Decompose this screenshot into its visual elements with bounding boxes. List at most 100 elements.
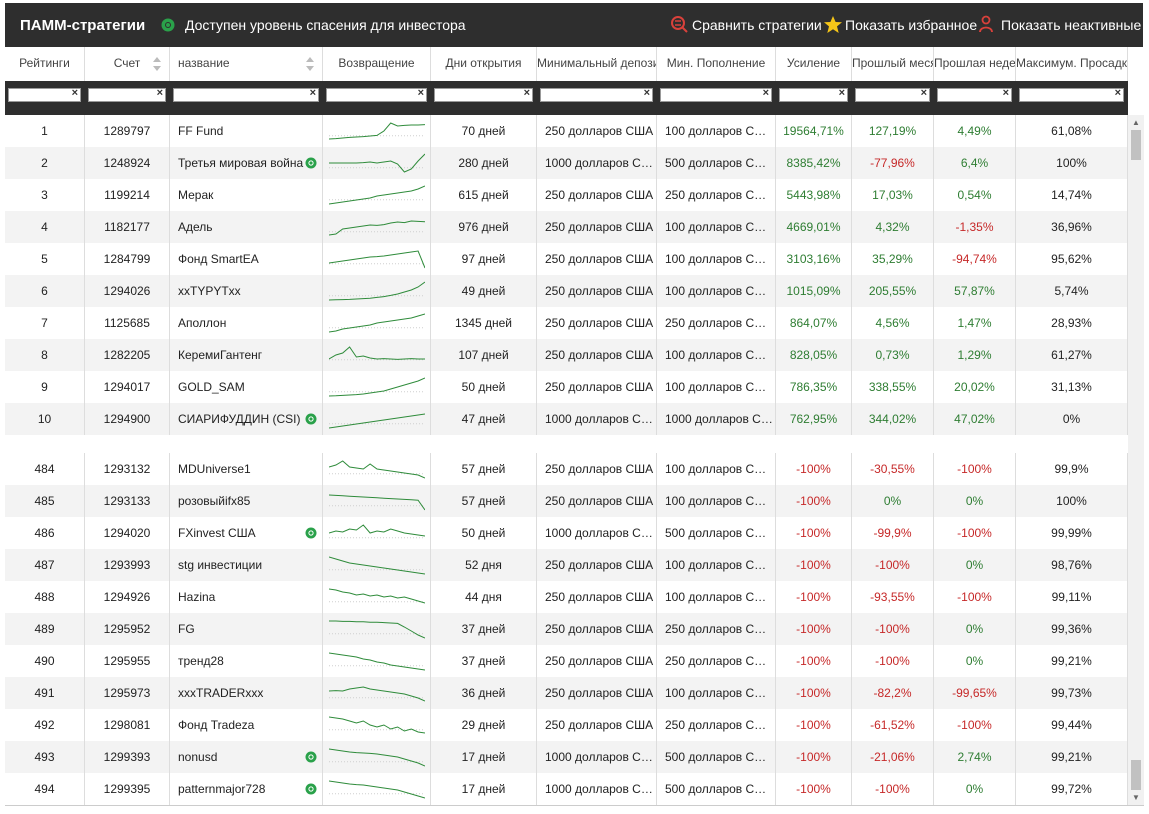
table-row[interactable]: 10 1294900 СИАРИФУДДИН (CSI) 47 дней 1000 до… [5, 403, 1128, 435]
clear-filter-icon[interactable]: × [643, 87, 650, 99]
column-header-last-week[interactable]: Прошлая неделя [934, 47, 1016, 81]
cell-value[interactable]: Мерак [178, 188, 214, 202]
cell-value[interactable]: розовыйifx85 [178, 494, 251, 508]
scroll-thumb-lower[interactable] [1131, 760, 1141, 790]
clear-filter-icon[interactable]: × [762, 87, 769, 99]
table-row[interactable]: 5 1284799 Фонд SmartEA 97 дней 250 долларов … [5, 243, 1128, 275]
sort-icon[interactable] [306, 56, 314, 72]
cell-value[interactable]: nonusd [178, 750, 218, 764]
filter-input-min-deposit[interactable]: × [540, 87, 653, 104]
vertical-scrollbar[interactable]: ▲ ▼ [1128, 115, 1144, 805]
table-row[interactable]: 489 1295952 FG 37 дней 250 долларов США 250 д… [5, 613, 1128, 645]
sort-icon[interactable] [153, 56, 161, 72]
table-row[interactable]: 484 1293132 MDUniverse1 57 дней 250 долларов… [5, 453, 1128, 485]
filter-input-name[interactable]: × [173, 87, 319, 104]
show-favorites-button[interactable]: Показать избранное [823, 16, 977, 35]
clear-filter-icon[interactable]: × [1002, 87, 1009, 99]
clear-filter-icon[interactable]: × [523, 87, 530, 99]
table-row[interactable]: 486 1294020 FXinvest США 50 дней 1000 доллар… [5, 517, 1128, 549]
column-header-days-open[interactable]: Дни открытия [431, 47, 537, 81]
column-header-min-deposit[interactable]: Минимальный депозит [537, 47, 657, 81]
column-header-max-drawdown[interactable]: Максимум. Просадка [1016, 47, 1128, 81]
cell-value[interactable]: КеремиГантенг [178, 348, 263, 362]
column-header-rating[interactable]: Рейтинги [5, 47, 85, 81]
clear-filter-icon[interactable]: × [71, 87, 78, 99]
clear-filter-icon[interactable]: × [309, 87, 316, 99]
cell-value[interactable]: FXinvest США [178, 526, 256, 540]
filter-text-field[interactable] [856, 91, 929, 104]
cell-value[interactable]: xxxTRADERxxx [178, 686, 264, 700]
filter-text-field[interactable] [661, 91, 771, 104]
filter-text-field[interactable] [541, 91, 652, 104]
table-row[interactable]: 6 1294026 xxTYPYTxx 49 дней 250 долларов США… [5, 275, 1128, 307]
cell-value[interactable]: xxTYPYTxx [178, 284, 241, 298]
column-header-min-topup[interactable]: Мин. Пополнение [657, 47, 776, 81]
clear-filter-icon[interactable]: × [838, 87, 845, 99]
cell-value[interactable]: тренд28 [178, 654, 224, 668]
filter-input-account[interactable]: × [88, 87, 166, 104]
cell-value: 5443,98% [786, 188, 841, 202]
clear-filter-icon[interactable]: × [417, 87, 424, 99]
cell-value[interactable]: MDUniverse1 [178, 462, 251, 476]
filter-input-last-week[interactable]: × [937, 87, 1012, 104]
clear-filter-icon[interactable]: × [1114, 87, 1121, 99]
scroll-down-arrow[interactable]: ▼ [1132, 793, 1140, 802]
compare-strategies-button[interactable]: Сравнить стратегии [670, 16, 822, 35]
column-header-return[interactable]: Возвращение [323, 47, 431, 81]
filter-text-field[interactable] [1020, 91, 1123, 104]
cell-value[interactable]: FF Fund [178, 124, 224, 138]
cell-value[interactable]: Третья мировая война [178, 156, 304, 170]
filter-input-min-topup[interactable]: × [660, 87, 772, 104]
cell-value[interactable]: СИАРИФУДДИН (CSI) [178, 412, 301, 426]
filter-input-return[interactable]: × [326, 87, 427, 104]
filter-text-field[interactable] [174, 91, 318, 104]
filter-text-field[interactable] [780, 91, 847, 104]
cell-value: -94,74% [952, 252, 997, 266]
table-row[interactable]: 494 1299395 patternmajor728 17 дней 1000 дол… [5, 773, 1128, 805]
filter-input-last-month[interactable]: × [855, 87, 930, 104]
cell-value[interactable]: Аполлон [178, 316, 227, 330]
filter-text-field[interactable] [938, 91, 1011, 104]
filter-input-max-drawdown[interactable]: × [1019, 87, 1124, 104]
cell-value[interactable]: GOLD_SAM [178, 380, 245, 394]
table-row[interactable]: 493 1299393 nonusd 17 дней 1000 долларов С… 5… [5, 741, 1128, 773]
table-row[interactable]: 7 1125685 Аполлон 1345 дней 250 долларов США… [5, 307, 1128, 339]
table-row[interactable]: 492 1298081 Фонд Tradeza 29 дней 250 долларо… [5, 709, 1128, 741]
filter-text-field[interactable] [435, 91, 532, 104]
cell-value: 491 [34, 686, 55, 700]
cell-value[interactable]: Hazina [178, 590, 216, 604]
table-row[interactable]: 4 1182177 Адель 976 дней 250 долларов США 100… [5, 211, 1128, 243]
clear-filter-icon[interactable]: × [156, 87, 163, 99]
cell-value[interactable]: Фонд Tradeza [178, 718, 255, 732]
cell-value[interactable]: patternmajor728 [178, 782, 266, 796]
filter-text-field[interactable] [9, 91, 80, 104]
clear-filter-icon[interactable]: × [920, 87, 927, 99]
cell-value[interactable]: Фонд SmartEA [178, 252, 259, 266]
cell-value[interactable]: stg инвестиции [178, 558, 263, 572]
table-row[interactable]: 491 1295973 xxxTRADERxxx 36 дней 250 долларо… [5, 677, 1128, 709]
cell-value: -100% [796, 654, 831, 668]
scroll-thumb[interactable] [1131, 130, 1141, 160]
cell-value[interactable]: FG [178, 622, 195, 636]
column-header-last-month[interactable]: Прошлый месяц [852, 47, 934, 81]
table-row[interactable]: 1 1289797 FF Fund 70 дней 250 долларов США 10… [5, 115, 1128, 147]
table-row[interactable]: 2 1248924 Третья мировая война 280 дней 1000… [5, 147, 1128, 179]
table-row[interactable]: 9 1294017 GOLD_SAM 50 дней 250 долларов США 1… [5, 371, 1128, 403]
table-row[interactable]: 485 1293133 розовыйifx85 57 дней 250 долларо… [5, 485, 1128, 517]
cell-value[interactable]: Адель [178, 220, 213, 234]
filter-input-rating[interactable]: × [8, 87, 81, 104]
table-row[interactable]: 490 1295955 тренд28 37 дней 250 долларов США… [5, 645, 1128, 677]
table-row[interactable]: 3 1199214 Мерак 615 дней 250 долларов США 250… [5, 179, 1128, 211]
table-row[interactable]: 487 1293993 stg инвестиции 52 дня 250 доллар… [5, 549, 1128, 581]
table-row[interactable]: 8 1282205 КеремиГантенг 107 дней 250 долларо… [5, 339, 1128, 371]
column-header-name[interactable]: название [170, 47, 323, 81]
scroll-up-arrow[interactable]: ▲ [1132, 118, 1140, 127]
table-row[interactable]: 488 1294926 Hazina 44 дня 250 долларов США 10… [5, 581, 1128, 613]
filter-input-days-open[interactable]: × [434, 87, 533, 104]
filter-input-gain[interactable]: × [779, 87, 848, 104]
filter-text-field[interactable] [327, 91, 426, 104]
column-header-account[interactable]: Счет [85, 47, 170, 81]
filter-text-field[interactable] [89, 91, 165, 104]
column-header-gain[interactable]: Усиление [776, 47, 852, 81]
show-inactive-button[interactable]: Показать неактивные [979, 15, 1141, 35]
